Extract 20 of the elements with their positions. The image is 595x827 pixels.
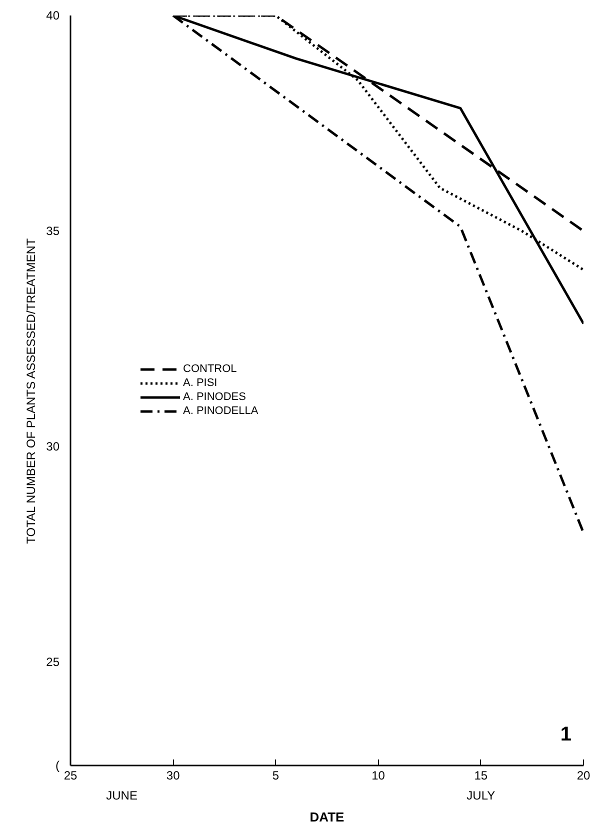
legend-label: A. PINODES <box>183 391 246 403</box>
legend-label: A. PISI <box>183 377 218 389</box>
annotation: 1 <box>560 724 572 746</box>
x-tick-label: 20 <box>576 768 590 782</box>
x-axis-title: DATE <box>310 810 345 824</box>
x-tick-label: 5 <box>272 768 280 782</box>
y-tick-label: 30 <box>46 440 60 454</box>
y-tick-label: 40 <box>46 8 60 22</box>
x-tick-label: 10 <box>372 768 386 782</box>
y-axis-title: TOTAL NUMBER OF PLANTS ASSESSED/TREATMENT <box>24 238 38 544</box>
legend-label: A. PINODELLA <box>183 405 258 417</box>
text: JULY <box>466 788 496 802</box>
x-tick-label: 30 <box>166 768 180 782</box>
legend-label: CONTROL <box>183 363 237 375</box>
x-tick-label: 15 <box>474 768 488 782</box>
y-tick-label: 25 <box>46 655 60 670</box>
text: JUNE <box>106 788 138 802</box>
y-tick-label: ( <box>56 758 60 772</box>
x-tick-label: 25 <box>64 768 78 782</box>
y-tick-label: 35 <box>46 224 60 238</box>
